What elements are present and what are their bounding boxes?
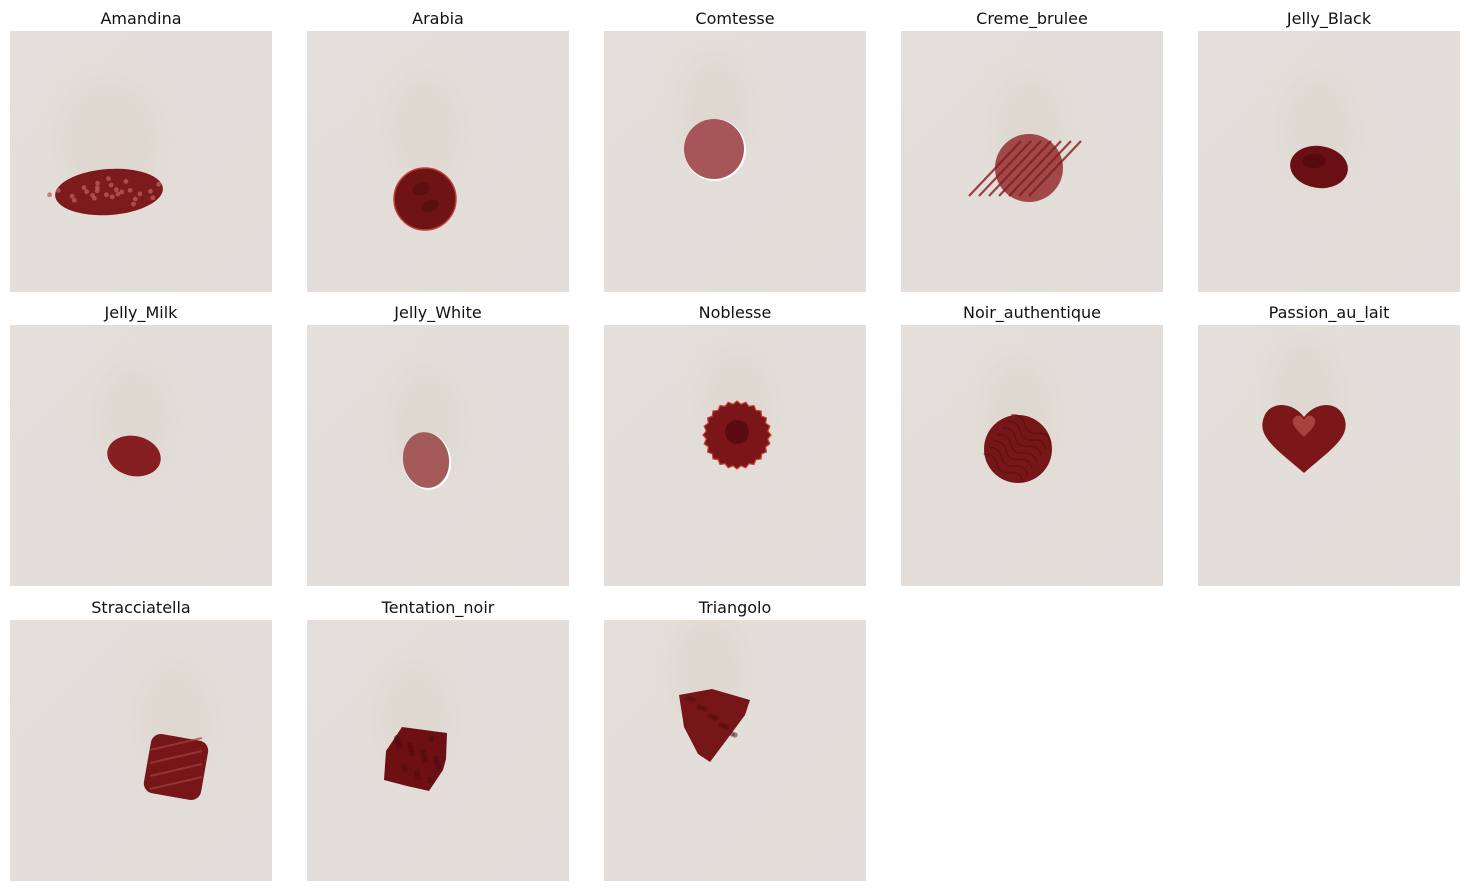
chocolate-creme-brulee xyxy=(968,76,1082,202)
chocolate-photo xyxy=(1198,325,1460,586)
chocolate-photo xyxy=(307,620,569,881)
chocolate-photo xyxy=(1198,31,1460,292)
chocolate-stracciatella xyxy=(140,665,210,800)
panel-title: Triangolo xyxy=(698,598,772,617)
panel-title: Noir_authentique xyxy=(963,303,1101,322)
chocolate-noblesse xyxy=(702,350,772,470)
chocolate-arabia xyxy=(390,76,460,231)
chocolate-photo xyxy=(10,31,272,292)
chocolate-photo xyxy=(901,31,1163,292)
chocolate-photo xyxy=(901,325,1163,586)
panel-title: Creme_brulee xyxy=(976,9,1088,28)
chocolate-passion-au-lait xyxy=(1262,340,1346,473)
chocolate-amandina xyxy=(47,81,163,216)
chocolate-jelly-milk xyxy=(99,365,169,477)
chocolate-photo xyxy=(604,325,866,586)
panel-title: Stracciatella xyxy=(91,598,191,617)
chocolate-jelly-black xyxy=(1284,76,1354,189)
chocolate-photo xyxy=(307,31,569,292)
chocolate-photo xyxy=(10,325,272,586)
panel-title: Jelly_Milk xyxy=(104,303,178,322)
chocolate-noir-authentique xyxy=(983,360,1054,483)
chocolate-tentation-noir xyxy=(380,665,450,791)
chocolate-photo xyxy=(307,325,569,586)
chocolate-photo xyxy=(604,620,866,881)
chocolate-comtesse xyxy=(680,56,750,181)
panel-title: Amandina xyxy=(100,9,182,28)
panel-title: Tentation_noir xyxy=(381,598,495,617)
panel-title: Passion_au_lait xyxy=(1268,303,1390,322)
chocolate-photo xyxy=(10,620,272,881)
panel-title: Comtesse xyxy=(695,9,775,28)
photo-background xyxy=(10,620,272,881)
panel-title: Arabia xyxy=(412,9,464,28)
panel-title: Jelly_White xyxy=(394,303,482,322)
chocolate-jelly-white xyxy=(391,370,461,490)
chocolate-triangolo xyxy=(674,620,750,762)
panel-title: Jelly_Black xyxy=(1286,9,1372,28)
panel-title: Noblesse xyxy=(698,303,772,322)
chocolate-photo xyxy=(604,31,866,292)
